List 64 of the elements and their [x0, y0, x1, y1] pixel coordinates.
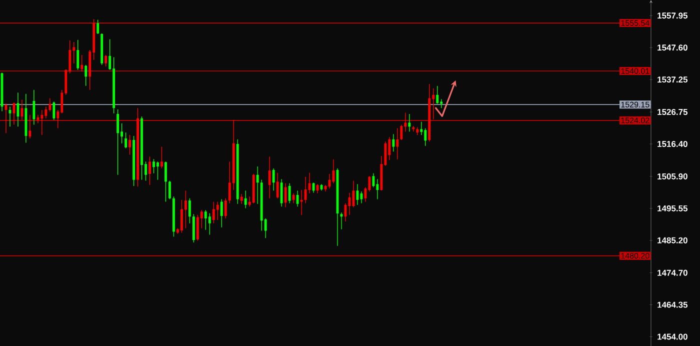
candlestick — [280, 178, 283, 208]
candlestick — [396, 128, 399, 160]
candlestick — [164, 161, 167, 202]
candlestick — [180, 200, 183, 233]
y-tick-label: 1516.40 — [658, 140, 688, 147]
candlestick — [240, 194, 243, 204]
candlestick — [204, 210, 207, 230]
candlestick — [196, 214, 199, 242]
candlestick — [128, 134, 132, 156]
candlestick — [292, 193, 295, 204]
candlestick — [116, 109, 120, 176]
candlestick — [224, 198, 227, 219]
candlestick — [80, 54, 84, 72]
candlestick — [40, 110, 44, 136]
candlestick — [36, 114, 40, 124]
candlestick — [256, 166, 259, 204]
candlestick — [212, 201, 215, 224]
candlestick — [372, 172, 375, 188]
candlestick — [276, 172, 279, 199]
candlestick — [288, 182, 291, 204]
ref-line-label: 1540.01 — [621, 68, 650, 74]
ref-line-label: 1524.02 — [621, 118, 650, 124]
y-tick-label: 1526.75 — [658, 108, 688, 115]
candlestick — [84, 64, 88, 86]
y-tick-label: 1485.20 — [658, 237, 688, 244]
candlestick — [96, 19, 100, 34]
candlestick — [52, 101, 56, 120]
candlestick — [44, 106, 48, 119]
y-tick-label: 1495.55 — [658, 205, 688, 212]
candlestick — [244, 190, 247, 209]
candlestick — [424, 128, 427, 146]
y-tick-label: 1547.60 — [658, 44, 688, 51]
candlestick — [220, 198, 223, 228]
candlestick — [48, 98, 52, 112]
candlestick — [156, 161, 159, 180]
candlestick — [436, 86, 439, 104]
y-tick-label: 1454.00 — [658, 334, 688, 340]
candlestick — [76, 40, 80, 70]
candlestick — [284, 182, 287, 208]
candlestick — [216, 201, 219, 220]
candlestick — [124, 132, 128, 149]
candlestick — [184, 190, 187, 229]
candlestick — [160, 146, 163, 169]
candlestick — [268, 156, 271, 199]
candlestick — [104, 54, 108, 67]
y-tick-label: 1505.90 — [658, 173, 688, 180]
candlestick — [272, 168, 275, 191]
candlestick — [400, 124, 403, 140]
y-tick-label: 1464.35 — [658, 302, 688, 308]
candlestick — [208, 212, 211, 236]
candlestick — [392, 134, 395, 152]
candlestick — [168, 180, 171, 200]
candlestick — [408, 114, 411, 132]
candlestick — [152, 158, 155, 174]
ref-line-label: 1555.54 — [621, 20, 650, 26]
candlestick — [148, 156, 151, 186]
y-tick-label: 1537.25 — [658, 76, 688, 83]
candlestick — [188, 198, 191, 224]
candlestick — [192, 214, 195, 243]
ref-line-label: 1529.15 — [621, 102, 650, 108]
candlestick — [376, 178, 379, 200]
ref-line-label: 1480.20 — [621, 252, 650, 259]
y-tick-label: 1474.70 — [658, 270, 688, 276]
y-tick-label: 1557.95 — [658, 12, 688, 19]
